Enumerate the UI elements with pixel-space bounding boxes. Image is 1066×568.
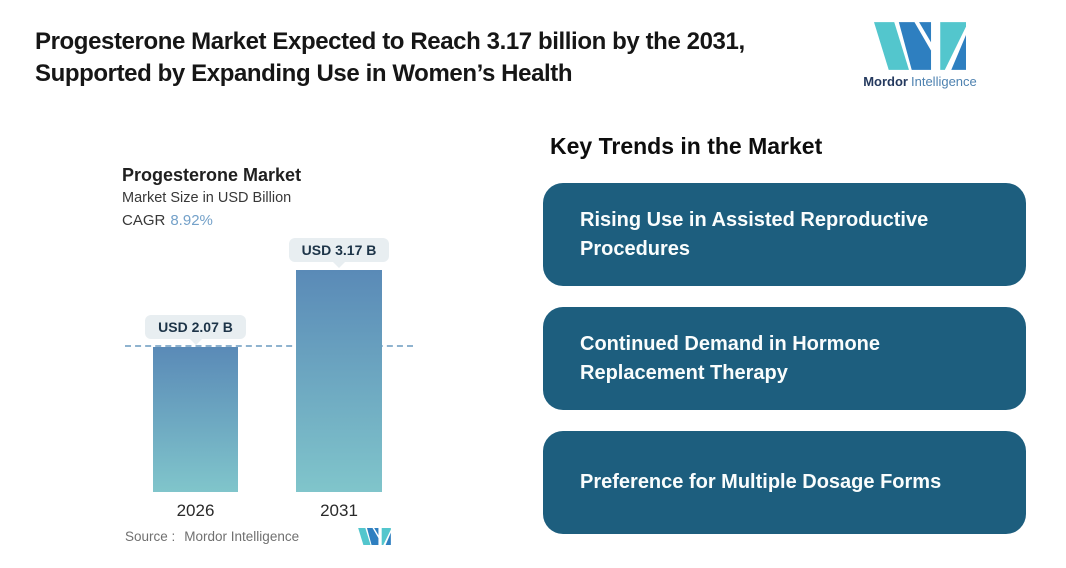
x-tick-label: 2031 (320, 501, 358, 520)
chart-title: Progesterone Market (122, 165, 302, 185)
bar-chart: USD 2.07 B 2026 USD 3.17 B 2031 (125, 238, 415, 520)
brand-logo: Mordor Intelligence (862, 22, 978, 89)
trend-card-assisted-reproductive: Rising Use in Assisted Reproductive Proc… (543, 183, 1026, 286)
brand-name-bold: Mordor (863, 74, 908, 89)
mordor-intelligence-mini-logo-icon (358, 528, 391, 545)
value-callout: USD 2.07 B (145, 315, 246, 339)
trends-heading: Key Trends in the Market (550, 133, 823, 159)
x-tick-label: 2026 (176, 501, 215, 520)
trend-cards: Rising Use in Assisted Reproductive Proc… (543, 183, 1026, 534)
trend-card-dosage-forms: Preference for Multiple Dosage Forms (543, 431, 1026, 534)
value-callout: USD 3.17 B (288, 238, 390, 262)
chart-subtitle: Market Size in USD Billion (122, 190, 292, 206)
trend-card-text: Preference for Multiple Dosage Forms (580, 471, 942, 493)
mordor-intelligence-logo-icon (874, 22, 966, 70)
bar-fill (296, 270, 382, 492)
trend-card-hormone-replacement: Continued Demand in Hormone Replacement … (543, 307, 1026, 410)
trend-card-text: Replacement Therapy (580, 361, 788, 384)
brand-name-light: Intelligence (911, 74, 977, 89)
page-title-line1: Progesterone Market Expected to Reach 3.… (35, 28, 745, 55)
bar-group-2026: USD 2.07 B 2026 (145, 315, 246, 520)
brand-name: Mordor Intelligence (862, 74, 978, 89)
cagr-value: 8.92% (170, 212, 213, 229)
bar-fill (153, 347, 238, 492)
bar-group-2031: USD 3.17 B 2031 (288, 238, 390, 520)
page-title: Progesterone Market Expected to Reach 3.… (35, 26, 835, 89)
cagr-label: CAGR (122, 212, 166, 229)
trend-card-text: Continued Demand in Hormone (580, 332, 880, 355)
page-title-line2: Supported by Expanding Use in Women’s He… (35, 59, 573, 87)
reference-line (125, 345, 413, 347)
chart-cagr: CAGR 8.92% (122, 212, 213, 229)
trend-card-text: Rising Use in Assisted Reproductive (580, 208, 929, 231)
source-line: Source : Mordor Intelligence (125, 529, 299, 544)
source-value: Mordor Intelligence (184, 529, 300, 544)
source-label: Source : (125, 529, 176, 544)
trend-card-text: Procedures (580, 237, 691, 260)
